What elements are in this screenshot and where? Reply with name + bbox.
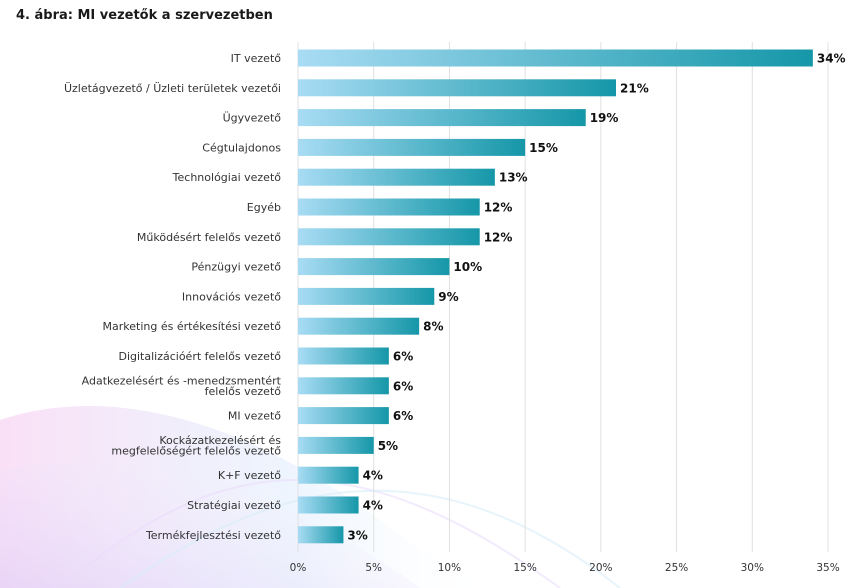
category-label: Cégtulajdonos bbox=[202, 141, 281, 154]
category-label: Ügyvezető bbox=[223, 112, 282, 125]
category-label: MI vezető bbox=[228, 410, 281, 423]
bar bbox=[298, 228, 480, 246]
bar-value-label: 12% bbox=[484, 201, 513, 215]
bar-value-label: 8% bbox=[423, 320, 443, 334]
bar-value-label: 13% bbox=[499, 171, 528, 185]
bar-value-label: 9% bbox=[438, 290, 458, 304]
bar bbox=[298, 198, 480, 216]
category-label: Technológiai vezető bbox=[172, 171, 282, 184]
bar bbox=[298, 436, 374, 454]
bar-value-label: 15% bbox=[529, 141, 558, 155]
bar bbox=[298, 258, 450, 276]
bar-value-label: 6% bbox=[393, 350, 413, 364]
category-label: Innovációs vezető bbox=[182, 290, 281, 303]
category-labels: IT vezető Üzletágvezető / Üzleti területe… bbox=[64, 52, 282, 542]
bar-value-label: 21% bbox=[620, 81, 649, 95]
bar-value-label: 10% bbox=[453, 260, 482, 274]
bar bbox=[298, 168, 495, 186]
bar bbox=[298, 317, 420, 335]
x-tick-label: 20% bbox=[589, 562, 612, 574]
x-tick-label: 25% bbox=[665, 562, 688, 574]
bar-value-label: 6% bbox=[393, 379, 413, 393]
category-label: Kockázatkezelésért és megfelelőségért fel… bbox=[111, 434, 281, 458]
bar bbox=[298, 496, 359, 514]
category-label: Pénzügyi vezető bbox=[191, 261, 281, 274]
category-label: Egyéb bbox=[247, 201, 281, 214]
category-label: K+F vezető bbox=[218, 469, 281, 482]
bar-value-label: 12% bbox=[484, 230, 513, 244]
x-tick-label: 15% bbox=[513, 562, 536, 574]
bar-value-label: 3% bbox=[347, 528, 367, 542]
bar-value-label: 4% bbox=[363, 499, 383, 513]
bars bbox=[298, 49, 813, 544]
category-label: Digitalizációért felelős vezető bbox=[118, 350, 281, 363]
x-tick-label: 30% bbox=[741, 562, 764, 574]
bar bbox=[298, 287, 435, 305]
value-labels: 34% 21% 19% 15% 13% 12% 12% 10% 9% 8% 6% 6% 6% 5% 4% 4%… bbox=[347, 52, 845, 543]
bar-value-label: 6% bbox=[393, 409, 413, 423]
bar-value-label: 34% bbox=[817, 52, 846, 66]
x-tick-label: 0% bbox=[290, 562, 307, 574]
category-label: IT vezető bbox=[231, 52, 282, 65]
bar-value-label: 4% bbox=[363, 469, 383, 483]
category-label: Adatkezelésért és -menedzsmentért felelős… bbox=[82, 375, 282, 399]
category-label: Termékfejlesztési vezető bbox=[145, 529, 281, 542]
bar bbox=[298, 138, 526, 156]
bar bbox=[298, 407, 389, 425]
bar bbox=[298, 347, 389, 365]
bar bbox=[298, 49, 813, 67]
bar-value-label: 19% bbox=[590, 111, 619, 125]
gridlines bbox=[297, 42, 829, 552]
category-label: Marketing és értékesítési vezető bbox=[103, 320, 282, 333]
x-tick-label: 10% bbox=[438, 562, 461, 574]
bar bbox=[298, 79, 616, 97]
x-axis-ticks: 0% 5% 10% 15% 20% 25% 30% 35% bbox=[290, 562, 840, 574]
chart-title: 4. ábra: MI vezetők a szervezetben bbox=[16, 8, 273, 23]
x-tick-label: 35% bbox=[816, 562, 839, 574]
bar bbox=[298, 466, 359, 484]
bar bbox=[298, 109, 586, 127]
bar bbox=[298, 377, 389, 395]
category-label: Üzletágvezető / Üzleti területek vezetői bbox=[64, 82, 281, 95]
bar-value-label: 5% bbox=[378, 439, 398, 453]
bar bbox=[298, 526, 344, 544]
category-label: Működésért felelős vezető bbox=[137, 231, 281, 244]
x-tick-label: 5% bbox=[365, 562, 382, 574]
category-label: Stratégiai vezető bbox=[187, 499, 281, 512]
